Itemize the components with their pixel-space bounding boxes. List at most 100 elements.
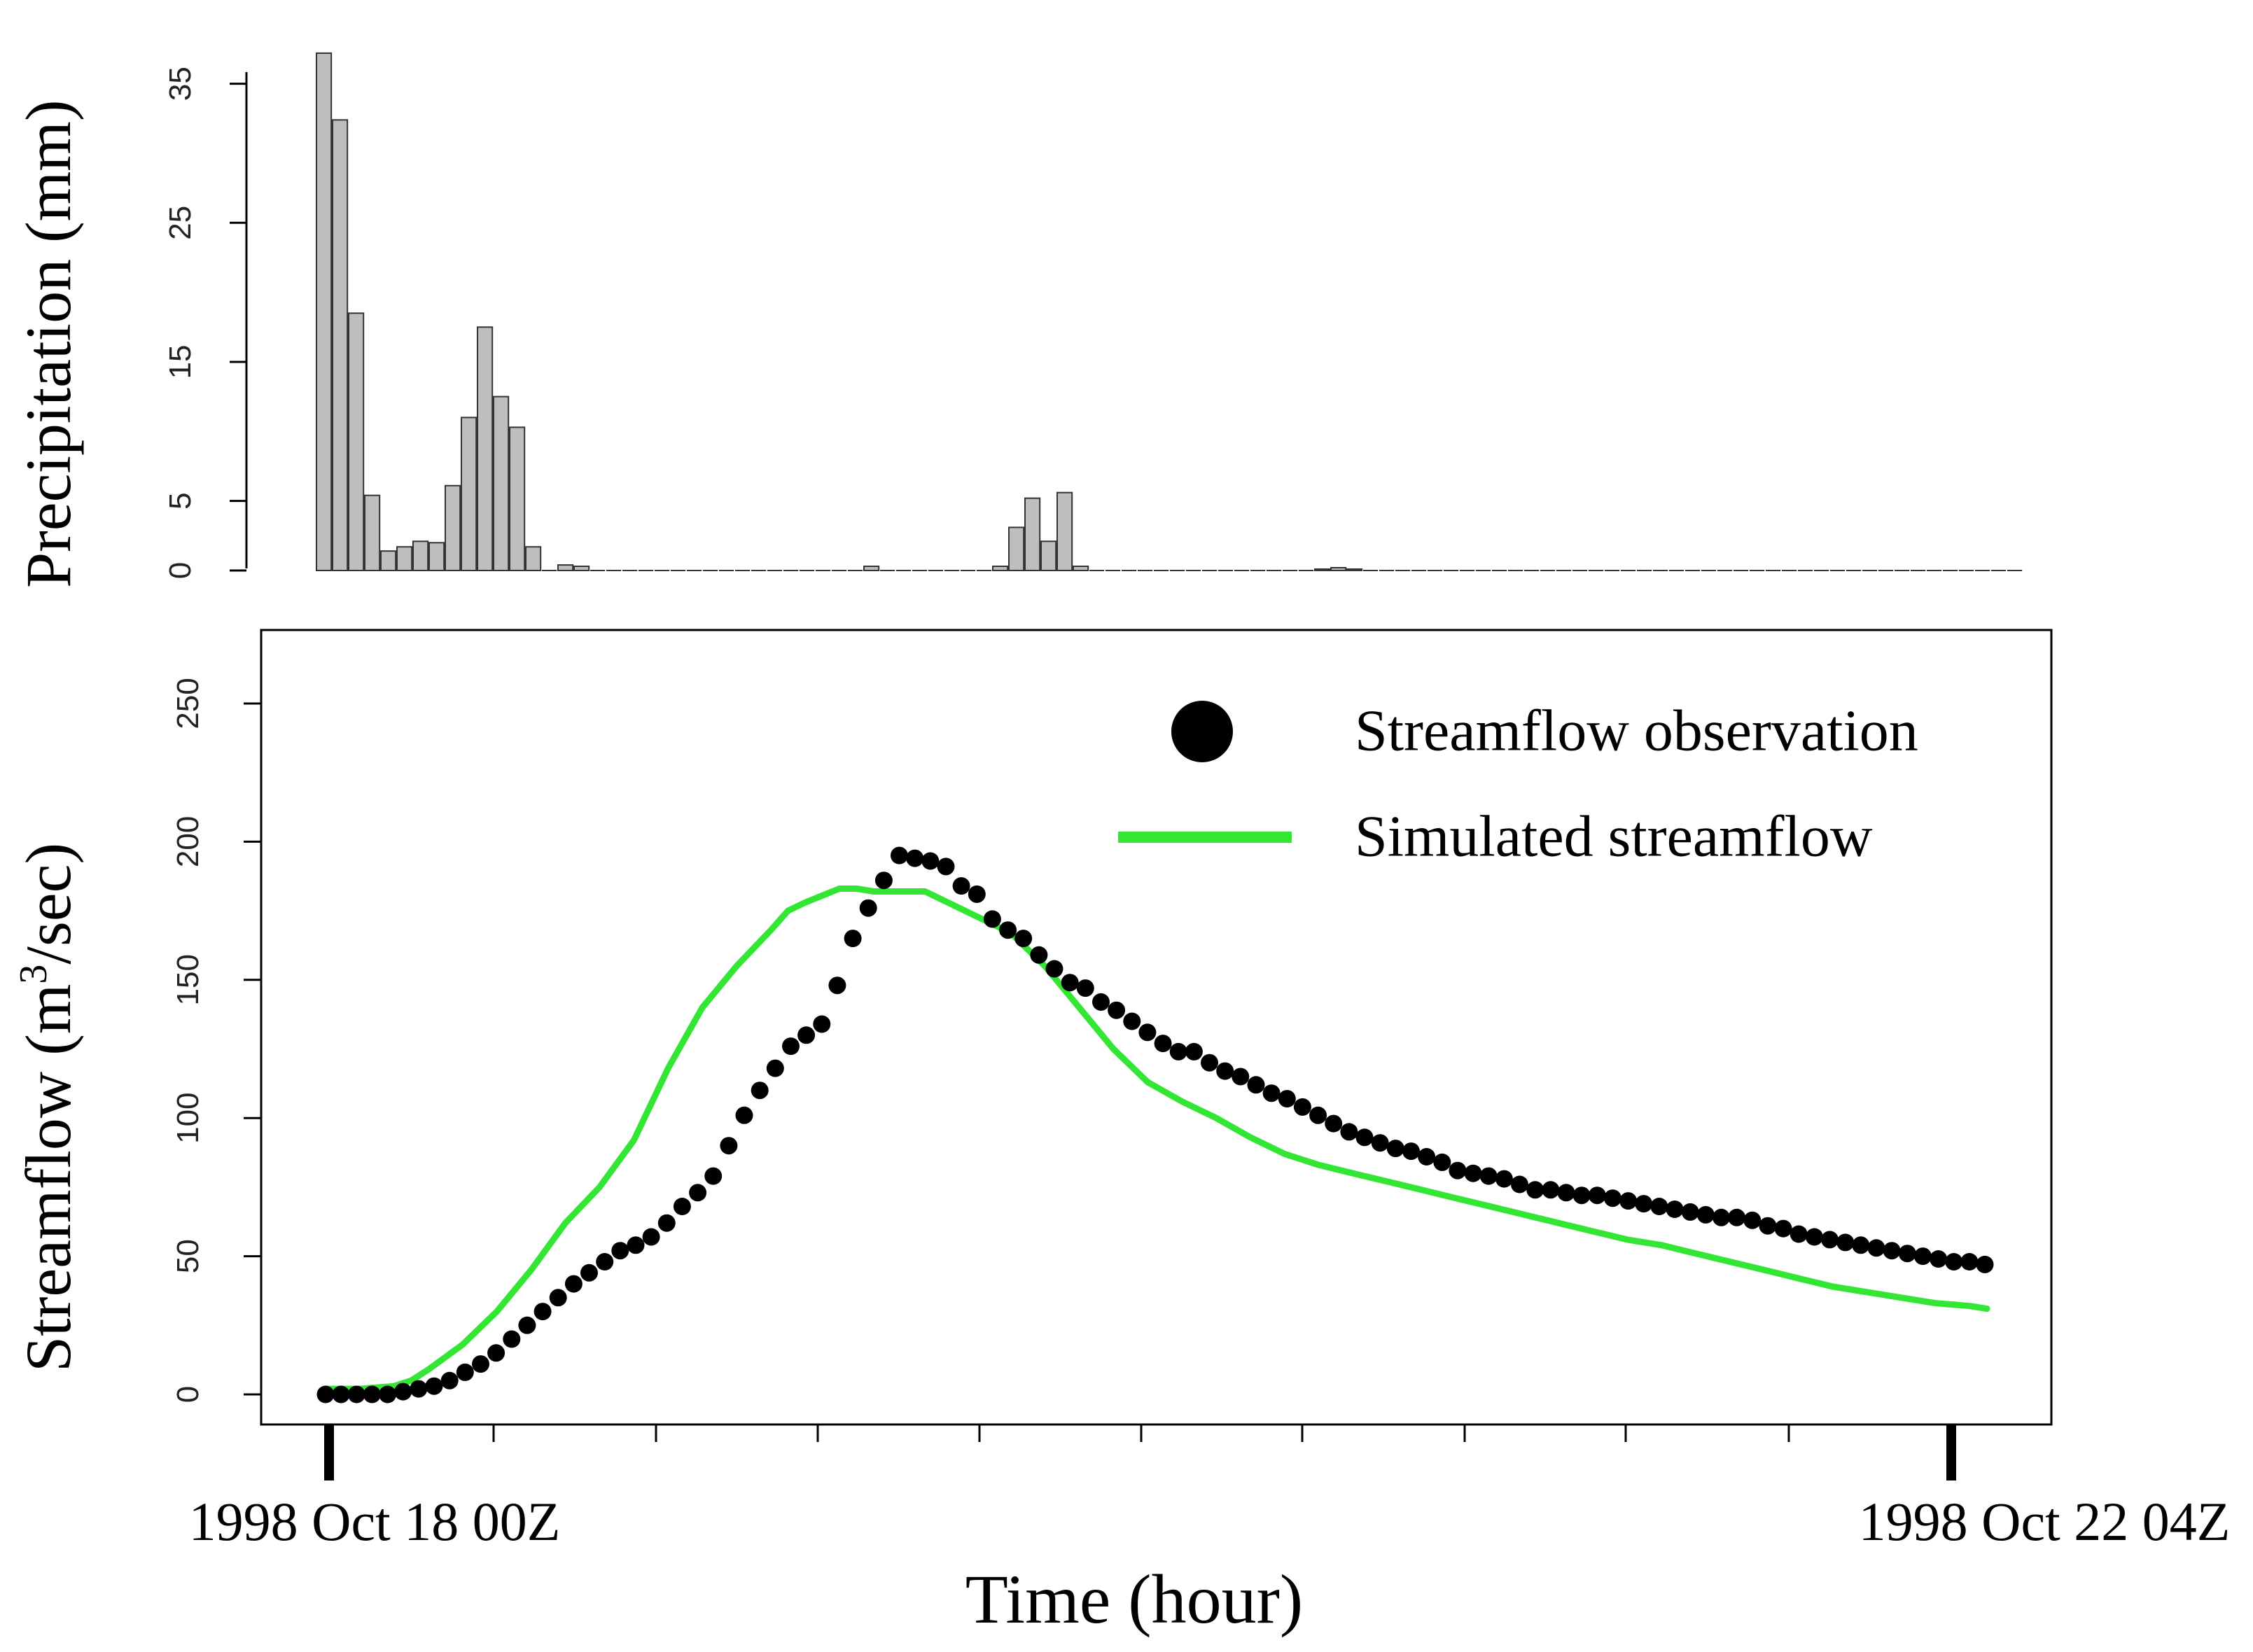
observation-point bbox=[487, 1344, 505, 1362]
observation-point bbox=[1154, 1035, 1172, 1053]
observation-point bbox=[813, 1015, 831, 1033]
observation-point bbox=[1619, 1192, 1638, 1210]
observation-point bbox=[751, 1082, 769, 1100]
precip-bar bbox=[380, 550, 397, 572]
precip-bar bbox=[316, 52, 333, 571]
legend: Streamflow observation Simulated streamf… bbox=[1118, 698, 1918, 869]
precip-bar bbox=[1073, 566, 1089, 571]
precipitation-panel: 0 5 15 25 35 Precipitation (mm) bbox=[13, 52, 2023, 588]
precip-bar bbox=[332, 119, 349, 572]
observation-point bbox=[1728, 1208, 1746, 1226]
observation-point bbox=[874, 872, 893, 890]
observation-point bbox=[533, 1303, 552, 1321]
observation-point bbox=[735, 1106, 753, 1124]
observation-point bbox=[1542, 1181, 1560, 1199]
precip-bar bbox=[445, 484, 461, 571]
precip-y-tick-label: 35 bbox=[163, 66, 197, 101]
observation-point bbox=[1790, 1225, 1808, 1243]
observation-point bbox=[906, 849, 924, 867]
observation-point bbox=[1138, 1023, 1157, 1042]
observation-point bbox=[937, 858, 955, 876]
observation-point bbox=[1216, 1062, 1234, 1080]
simulated-streamflow-line bbox=[322, 886, 1990, 1392]
observation-point bbox=[347, 1385, 365, 1404]
observation-point bbox=[472, 1355, 489, 1373]
observation-point bbox=[999, 921, 1017, 939]
observation-point bbox=[410, 1380, 428, 1398]
observation-point bbox=[611, 1242, 629, 1260]
observation-point bbox=[394, 1382, 412, 1401]
observation-point bbox=[1666, 1200, 1684, 1218]
observation-point bbox=[1945, 1253, 1963, 1270]
observation-point bbox=[1371, 1134, 1389, 1152]
precip-bar bbox=[364, 494, 381, 572]
flow-y-tick-label: 50 bbox=[171, 1239, 205, 1273]
observation-point bbox=[1557, 1184, 1575, 1202]
precipitation-y-ticks: 0 5 15 25 35 bbox=[163, 66, 246, 579]
streamflow-panel: 0 50 100 150 200 250 Streamflow observation S… bbox=[12, 629, 2231, 1638]
observation-point bbox=[564, 1275, 583, 1293]
observation-point bbox=[782, 1037, 800, 1056]
observation-point bbox=[1883, 1242, 1901, 1260]
observation-point bbox=[1495, 1170, 1513, 1188]
observation-point bbox=[1123, 1012, 1141, 1030]
observation-point bbox=[1774, 1219, 1792, 1238]
x-axis-label: Time (hour) bbox=[965, 1560, 1303, 1638]
observation-point bbox=[332, 1385, 350, 1404]
streamflow-y-ticks: 0 50 100 150 200 250 bbox=[171, 678, 261, 1403]
observation-point bbox=[549, 1289, 567, 1307]
flow-y-tick-label: 100 bbox=[171, 1092, 205, 1143]
observation-point bbox=[1340, 1123, 1358, 1141]
observation-point bbox=[1650, 1198, 1668, 1215]
observation-point bbox=[891, 846, 908, 864]
observation-point bbox=[627, 1236, 645, 1254]
precip-bar bbox=[493, 396, 510, 571]
observation-point bbox=[503, 1330, 521, 1348]
observation-point bbox=[1976, 1255, 1994, 1273]
observation-point bbox=[689, 1184, 707, 1202]
observation-point bbox=[596, 1253, 614, 1270]
observation-point bbox=[1867, 1239, 1885, 1257]
observation-point bbox=[1309, 1106, 1327, 1124]
precip-bar bbox=[992, 566, 1009, 571]
observation-point bbox=[1681, 1203, 1699, 1221]
precip-bar bbox=[348, 312, 365, 571]
observation-point bbox=[1201, 1054, 1218, 1072]
observation-point bbox=[952, 877, 970, 895]
observation-point bbox=[316, 1385, 335, 1404]
observation-point bbox=[859, 899, 877, 917]
observation-point bbox=[983, 910, 1001, 928]
observation-point bbox=[1402, 1142, 1420, 1161]
precip-bar bbox=[477, 326, 494, 571]
precip-bar bbox=[525, 546, 542, 572]
observation-point bbox=[425, 1377, 443, 1395]
observation-point bbox=[720, 1137, 738, 1155]
precip-y-tick-label: 0 bbox=[163, 562, 197, 579]
observation-point bbox=[440, 1371, 459, 1390]
precip-bar bbox=[557, 564, 574, 571]
precipitation-y-label: Precipitation (mm) bbox=[13, 99, 84, 588]
legend-observation-label: Streamflow observation bbox=[1355, 698, 1918, 763]
precip-bar bbox=[428, 542, 445, 571]
legend-observation-marker bbox=[1171, 701, 1233, 762]
precip-bar bbox=[863, 566, 880, 571]
precip-bar bbox=[1056, 491, 1073, 572]
x-end-label: 1998 Oct 22 04Z bbox=[1859, 1491, 2231, 1552]
precip-bar bbox=[1040, 540, 1057, 571]
observation-point bbox=[1325, 1114, 1343, 1133]
observation-point bbox=[1479, 1167, 1498, 1185]
observation-point bbox=[1278, 1090, 1296, 1108]
observation-point bbox=[1759, 1217, 1777, 1235]
observation-point bbox=[1061, 974, 1079, 992]
precip-bar bbox=[509, 426, 526, 572]
observation-points bbox=[316, 846, 1994, 1404]
observation-point bbox=[844, 930, 862, 948]
observation-point bbox=[1836, 1233, 1855, 1252]
observation-point bbox=[1045, 960, 1063, 978]
observation-point bbox=[1743, 1211, 1762, 1229]
observation-point bbox=[1355, 1128, 1374, 1147]
observation-point bbox=[642, 1228, 660, 1246]
observation-point bbox=[1696, 1205, 1715, 1224]
x-start-label: 1998 Oct 18 00Z bbox=[189, 1491, 561, 1552]
